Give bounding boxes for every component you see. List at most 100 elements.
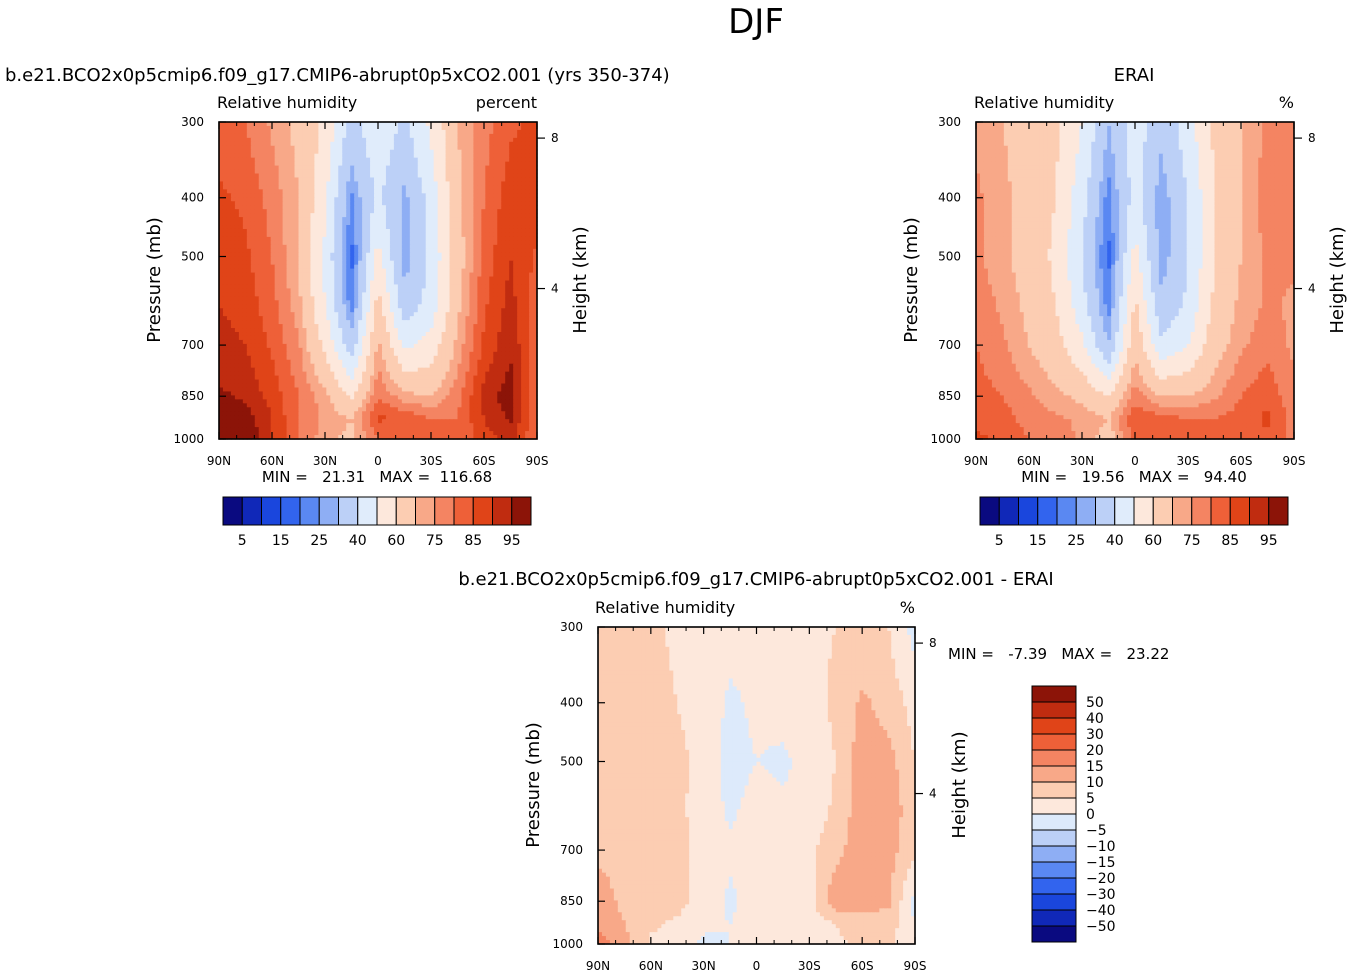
heatmap-cell [219, 272, 224, 278]
heatmap-cell [461, 363, 467, 369]
heatmap-cell [222, 228, 228, 234]
heatmap-cell [282, 185, 288, 190]
heatmap-cell [250, 328, 256, 333]
heatmap-cell [433, 320, 439, 325]
heatmap-cell [429, 157, 435, 163]
heatmap-cell [250, 248, 256, 254]
heatmap-cell [286, 367, 292, 373]
heatmap-cell [238, 122, 244, 127]
heatmap-cell [374, 272, 379, 278]
heatmap-cell [234, 173, 240, 179]
heatmap-cell [346, 244, 351, 250]
heatmap-cell [262, 272, 268, 278]
heatmap-cell [294, 145, 300, 151]
heatmap-cell [425, 363, 431, 369]
heatmap-cell [529, 209, 534, 214]
heatmap-cell [306, 351, 312, 357]
heatmap-cell [485, 221, 490, 226]
heatmap-cell [338, 256, 343, 262]
heatmap-cell [385, 193, 391, 198]
heatmap-cell [389, 221, 395, 226]
heatmap-cell [501, 129, 506, 135]
heatmap-cell [381, 363, 387, 369]
heatmap-cell [481, 133, 486, 139]
heatmap-cell [358, 296, 363, 301]
heatmap-cell [250, 221, 256, 226]
heatmap-cell [266, 367, 272, 373]
heatmap-cell [354, 339, 359, 345]
heatmap-cell [429, 320, 435, 325]
heatmap-cell [497, 161, 502, 167]
heatmap-cell [385, 149, 391, 155]
heatmap-cell [385, 165, 391, 171]
heatmap-cell [413, 312, 419, 317]
heatmap-cell [425, 125, 431, 131]
heatmap-cell [286, 339, 292, 345]
heatmap-cell [226, 122, 232, 127]
heatmap-cell [533, 268, 538, 274]
heatmap-cell [250, 343, 256, 349]
heatmap-cell [513, 169, 518, 175]
heatmap-cell [226, 272, 232, 278]
heatmap-cell [477, 355, 482, 361]
heatmap-cell [457, 221, 463, 226]
heatmap-cell [294, 213, 300, 218]
heatmap-cell [493, 339, 498, 345]
heatmap-cell [477, 141, 482, 147]
heatmap-cell [274, 240, 280, 246]
heatmap-cell [238, 292, 244, 297]
heatmap-cell [401, 209, 407, 214]
heatmap-cell [306, 276, 312, 282]
heatmap-cell [413, 260, 419, 266]
heatmap-cell [350, 125, 355, 131]
heatmap-cell [254, 165, 260, 171]
heatmap-cell [509, 161, 514, 167]
heatmap-cell [405, 225, 411, 230]
heatmap-cell [314, 272, 319, 278]
heatmap-cell [453, 332, 459, 337]
heatmap-cell [366, 125, 371, 131]
heatmap-cell [405, 197, 411, 202]
heatmap-cell [505, 268, 510, 274]
heatmap-cell [473, 320, 478, 325]
heatmap-cell [290, 232, 296, 238]
heatmap-cell [219, 205, 224, 210]
heatmap-cell [473, 256, 478, 262]
heatmap-cell [437, 177, 443, 183]
heatmap-cell [529, 355, 534, 361]
heatmap-cell [362, 217, 367, 222]
heatmap-cell [262, 129, 268, 135]
heatmap-cell [413, 324, 419, 329]
heatmap-cell [314, 276, 319, 282]
heatmap-cell [421, 343, 427, 349]
heatmap-cell [433, 272, 439, 278]
heatmap-cell [378, 137, 383, 143]
heatmap-cell [489, 232, 494, 238]
heatmap-cell [409, 260, 415, 266]
heatmap-cell [481, 292, 486, 297]
heatmap-cell [370, 276, 375, 282]
heatmap-cell [298, 205, 304, 210]
heatmap-cell [437, 153, 443, 159]
heatmap-cell [525, 236, 530, 242]
heatmap-cell [262, 232, 268, 238]
heatmap-cell [433, 316, 439, 321]
heatmap-cell [489, 332, 494, 337]
heatmap-cell [310, 201, 316, 206]
heatmap-cell [469, 205, 475, 210]
heatmap-cell [441, 339, 447, 345]
heatmap-cell [393, 284, 399, 290]
figure-title: DJF [728, 2, 784, 42]
heatmap-cell [417, 225, 423, 230]
heatmap-cell [437, 228, 443, 234]
heatmap-cell [350, 296, 355, 301]
heatmap-cell [326, 161, 331, 167]
heatmap-cell [485, 308, 490, 313]
heatmap-cell [505, 157, 510, 163]
heatmap-cell [294, 236, 300, 242]
heatmap-cell [449, 133, 455, 139]
heatmap-cell [278, 320, 284, 325]
heatmap-cell [485, 244, 490, 250]
heatmap-cell [513, 165, 518, 171]
heatmap-cell [485, 153, 490, 159]
